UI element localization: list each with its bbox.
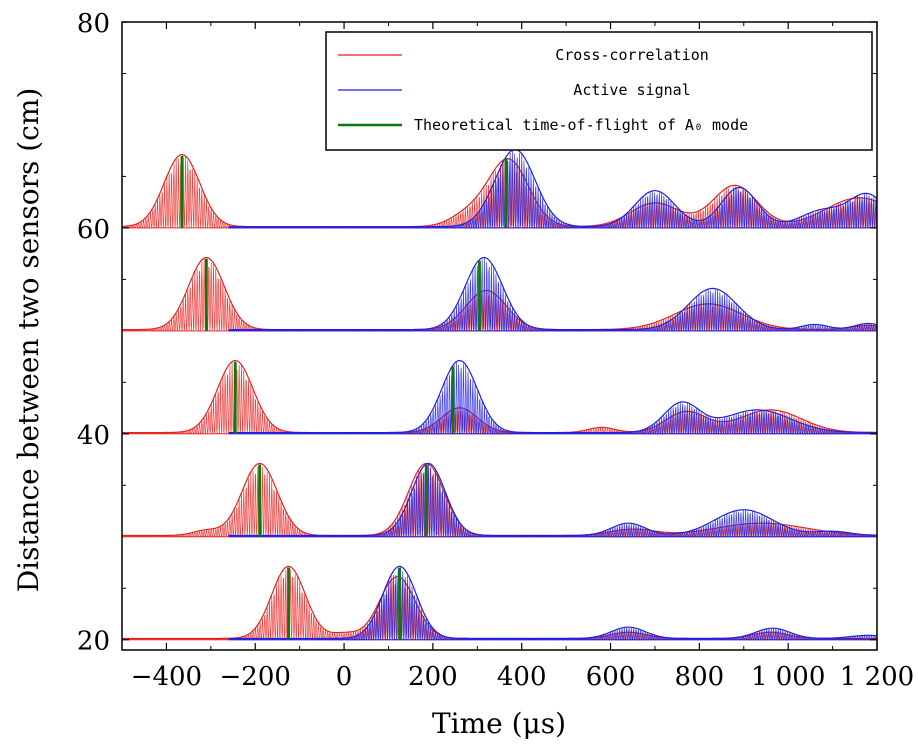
active-carrier-60cm [228, 150, 877, 230]
cross-envelope-20cm [122, 565, 877, 640]
y-axis-title: Distance between two sensors (cm) [12, 88, 45, 593]
active-envelope-50cm [228, 257, 877, 331]
y-tick-label-3: 80 [77, 9, 110, 39]
legend-label-active-signal: Active signal [573, 81, 690, 99]
x-tick-label-1: −200 [220, 662, 291, 692]
trace-30cm [122, 462, 877, 539]
y-tick-label-0: 20 [77, 627, 110, 657]
plot-frame [121, 21, 878, 651]
y-tick-label-2: 60 [77, 215, 110, 245]
x-tick-label-5: 600 [586, 662, 636, 692]
active-envelope-20cm [228, 565, 877, 640]
trace-20cm [122, 565, 877, 642]
legend-box [325, 31, 873, 151]
x-tick-label-7: 1 000 [751, 662, 825, 692]
legend-label-cross-correlation: Cross-correlation [555, 46, 709, 64]
trace-60cm [122, 148, 877, 230]
cross-envelope-40cm [122, 359, 877, 434]
x-tick-label-0: −400 [131, 662, 202, 692]
active-envelope-40cm [228, 359, 877, 434]
x-tick-label-8: 1 200 [840, 662, 914, 692]
x-tick-label-6: 800 [675, 662, 725, 692]
y-tick-label-1: 40 [77, 421, 110, 451]
x-tick-label-2: 0 [336, 662, 353, 692]
legend: Cross-correlation Active signal Theoreti… [325, 31, 873, 151]
cross-carrier-20cm [122, 566, 877, 641]
x-axis-title: Time (μs) [432, 707, 566, 740]
active-envelope-60cm [228, 148, 877, 228]
active-envelope-30cm [228, 462, 877, 537]
trace-50cm [122, 257, 877, 333]
axes-layer: −400 −200 0 200 400 600 800 1 000 1 200 20 40 60 80 [77, 9, 914, 692]
active-carrier-50cm [228, 257, 877, 333]
trace-40cm [122, 359, 877, 436]
x-tick-label-4: 400 [497, 662, 547, 692]
x-tick-label-3: 200 [408, 662, 458, 692]
legend-label-theoretical-tof: Theoretical time-of-flight of A₀ mode [414, 116, 748, 134]
